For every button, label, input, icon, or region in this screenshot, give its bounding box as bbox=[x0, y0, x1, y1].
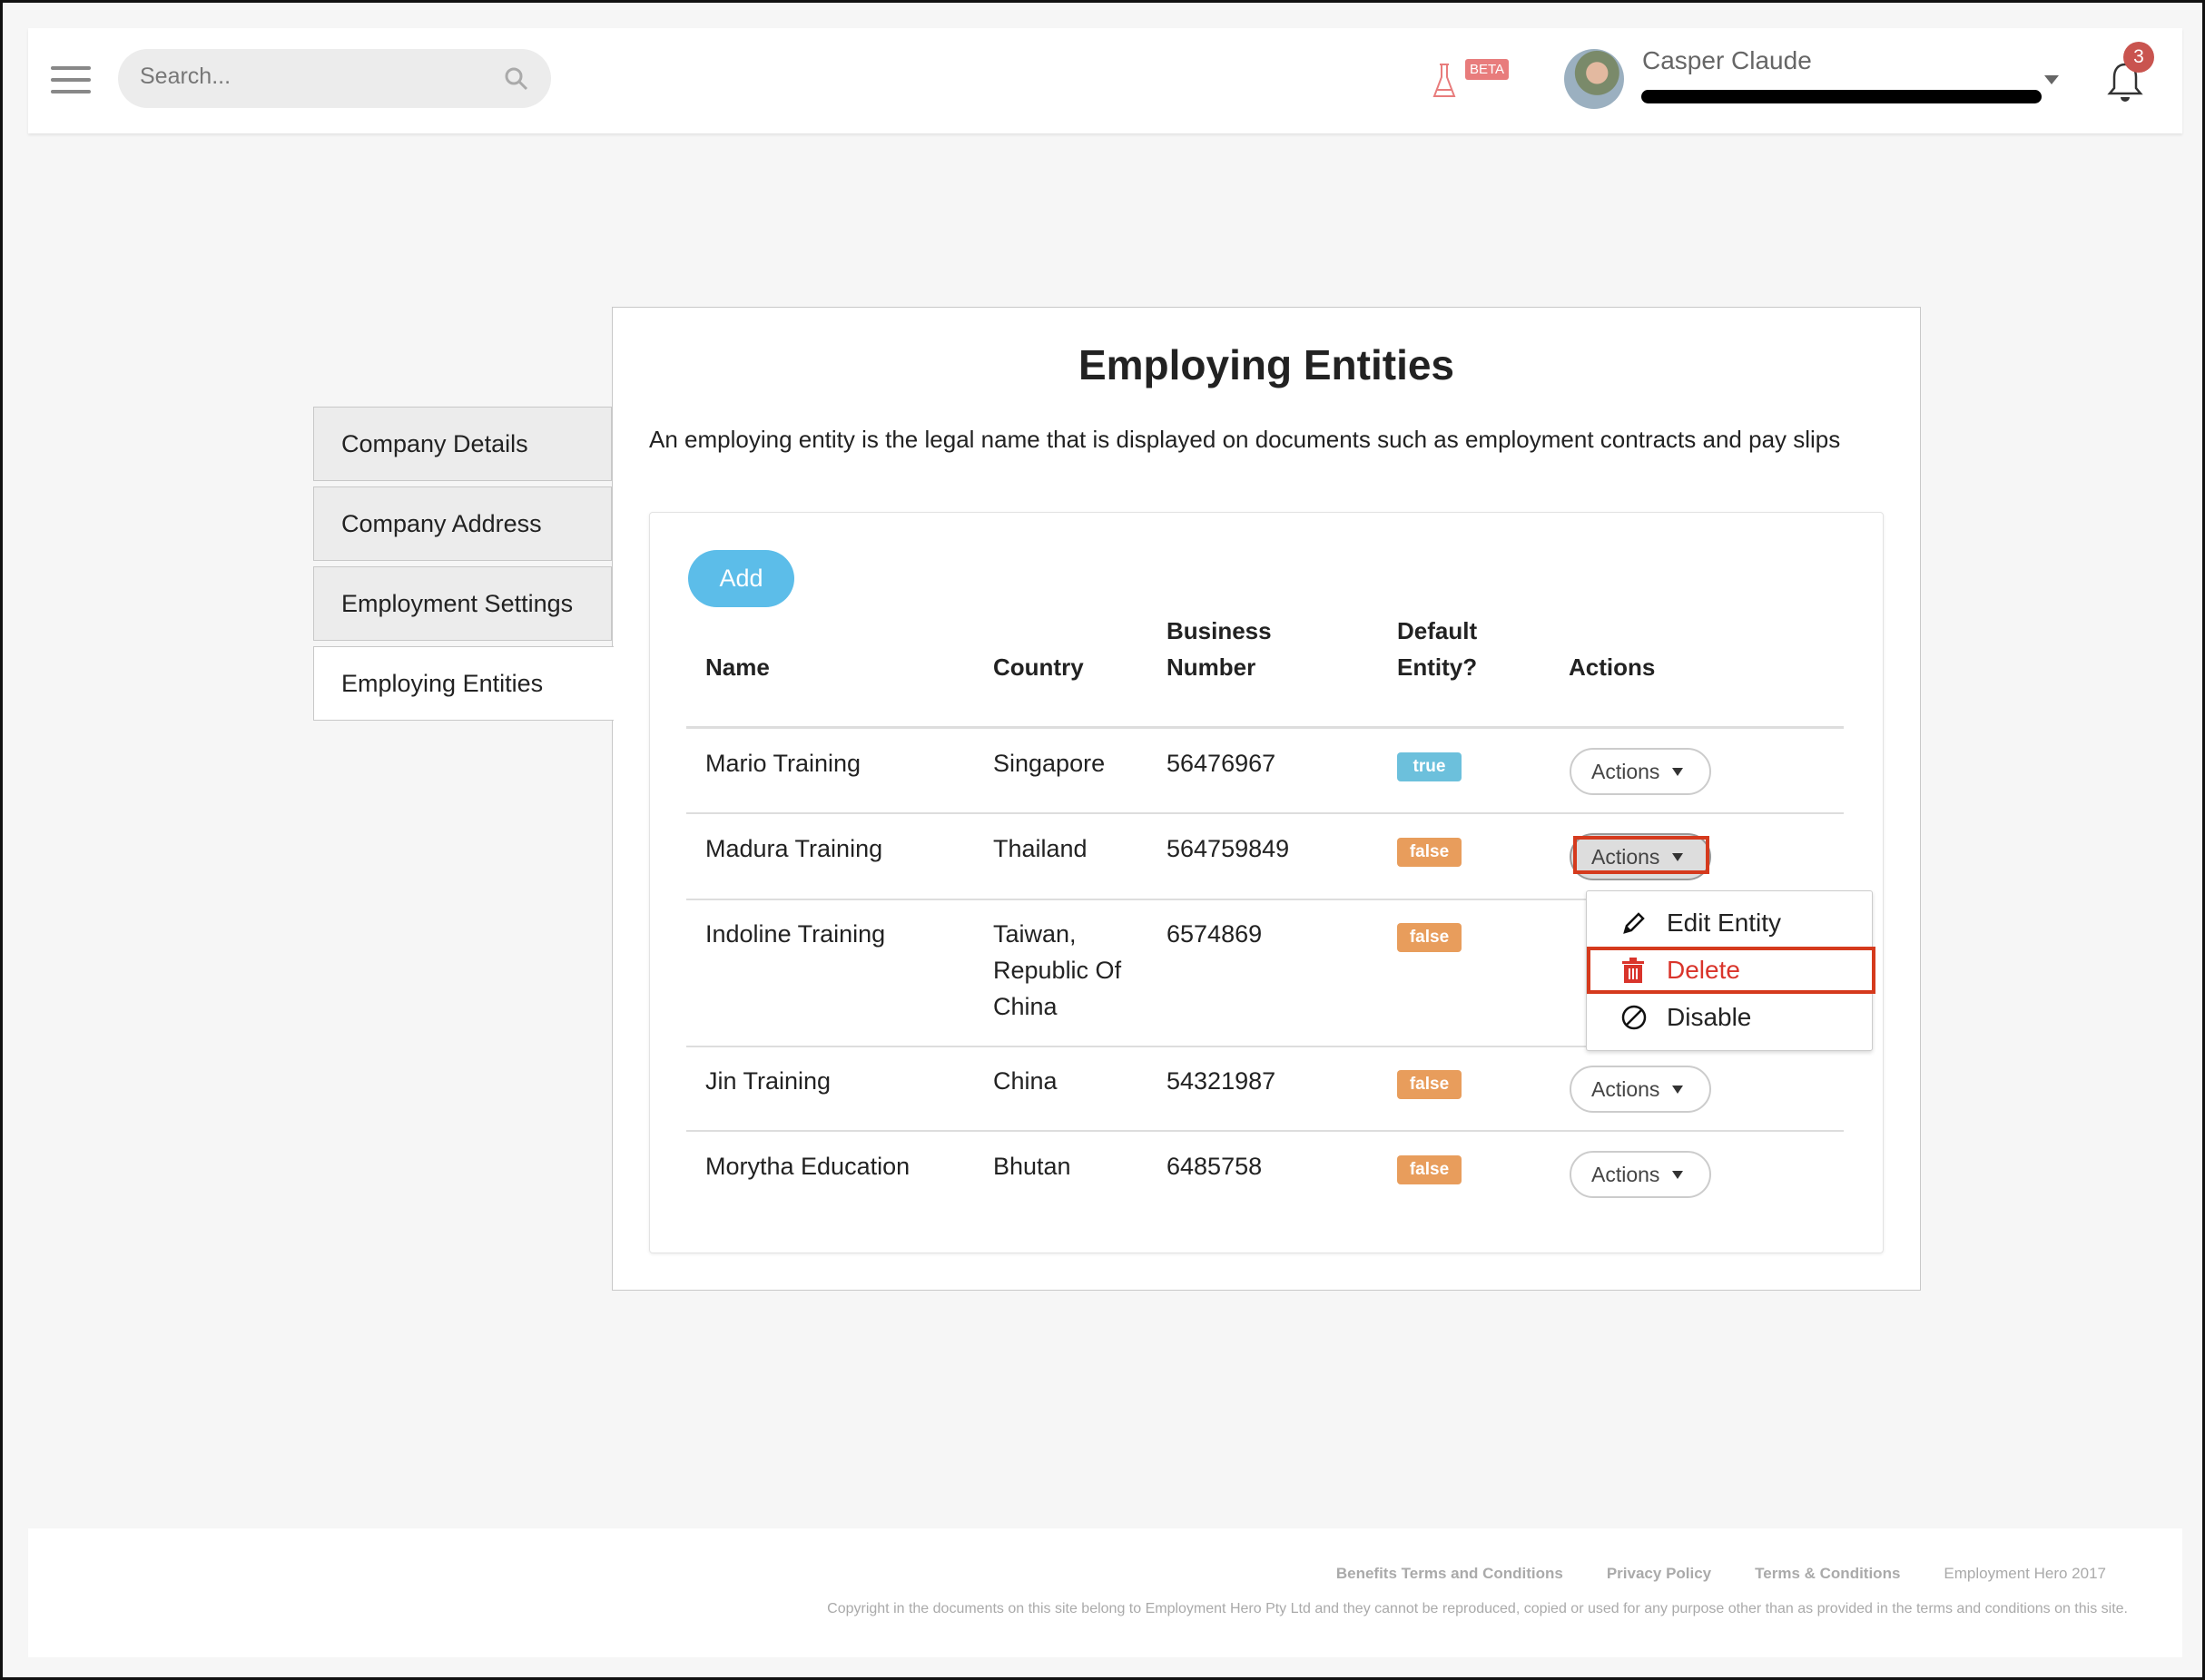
footer-copyright: Copyright in the documents on this site … bbox=[827, 1601, 2128, 1616]
sidebar-item-company-address[interactable]: Company Address bbox=[313, 486, 612, 561]
row-country: Bhutan bbox=[993, 1153, 1071, 1180]
footer-link-benefits-terms[interactable]: Benefits Terms and Conditions bbox=[1335, 1565, 1563, 1582]
actions-label: Actions bbox=[1591, 760, 1660, 783]
pencil-icon bbox=[1623, 912, 1645, 934]
page-title: Employing Entities bbox=[1078, 341, 1455, 388]
highlight-delete-item bbox=[1587, 947, 1875, 994]
row-country: Taiwan, Republic Of China bbox=[993, 920, 1122, 1020]
redacted-email bbox=[1641, 90, 2042, 103]
row-divider bbox=[686, 1046, 1844, 1047]
footer: Benefits Terms and Conditions Privacy Po… bbox=[28, 1528, 2182, 1657]
row-name: Mario Training bbox=[705, 750, 861, 777]
add-button[interactable]: Add bbox=[688, 550, 794, 607]
user-menu-caret-icon[interactable] bbox=[2044, 75, 2059, 84]
row-name: Indoline Training bbox=[705, 920, 886, 948]
flask-icon[interactable] bbox=[1432, 63, 1457, 99]
beta-badge: BETA bbox=[1465, 59, 1510, 80]
row-name: Jin Training bbox=[705, 1067, 832, 1095]
sidebar-item-employment-settings[interactable]: Employment Settings bbox=[313, 566, 612, 641]
row-country: Thailand bbox=[993, 835, 1088, 862]
sidebar-item-company-details[interactable]: Company Details bbox=[313, 407, 612, 481]
actions-label: Actions bbox=[1591, 1163, 1660, 1186]
caret-down-icon bbox=[1672, 768, 1684, 776]
default-badge-false: false bbox=[1397, 923, 1462, 952]
employing-entities-card: Employing Entities An employing entity i… bbox=[612, 307, 1921, 1291]
default-badge-false: false bbox=[1397, 1070, 1462, 1099]
actions-label: Actions bbox=[1591, 845, 1660, 869]
caret-down-icon bbox=[1672, 1171, 1684, 1179]
footer-link-privacy-policy[interactable]: Privacy Policy bbox=[1606, 1565, 1712, 1582]
default-badge-false: false bbox=[1397, 838, 1462, 867]
row-name: Madura Training bbox=[705, 835, 883, 862]
ban-icon bbox=[1621, 1005, 1647, 1030]
menu-item-label: Edit Entity bbox=[1667, 909, 1782, 937]
menu-item-label: Disable bbox=[1667, 1003, 1752, 1031]
row-divider bbox=[686, 1130, 1844, 1132]
search-input[interactable] bbox=[140, 64, 485, 90]
row-country: Singapore bbox=[993, 750, 1106, 777]
column-header-actions: Actions bbox=[1569, 653, 1656, 681]
column-header-default-entity: Default Entity? bbox=[1397, 617, 1478, 681]
row-divider bbox=[686, 812, 1844, 814]
caret-down-icon bbox=[1672, 853, 1684, 861]
sidebar-item-employing-entities[interactable]: Employing Entities bbox=[313, 646, 614, 721]
header-divider bbox=[686, 726, 1844, 729]
column-header-country: Country bbox=[993, 653, 1084, 681]
entities-panel: Add Name Country Business Number Default… bbox=[649, 512, 1884, 1253]
footer-link-terms-conditions[interactable]: Terms & Conditions bbox=[1755, 1565, 1901, 1582]
row-name: Morytha Education bbox=[705, 1153, 911, 1180]
search-box[interactable] bbox=[118, 49, 551, 108]
search-icon[interactable] bbox=[504, 66, 529, 92]
column-header-name: Name bbox=[705, 653, 770, 681]
row-business-number: 6574869 bbox=[1166, 920, 1263, 948]
row-business-number: 56476967 bbox=[1166, 750, 1276, 777]
caret-down-icon bbox=[1672, 1086, 1684, 1094]
actions-button[interactable]: Actions bbox=[1570, 1066, 1711, 1113]
default-badge-true: true bbox=[1397, 752, 1462, 781]
avatar[interactable] bbox=[1564, 49, 1624, 109]
row-business-number: 6485758 bbox=[1166, 1153, 1263, 1180]
row-country: China bbox=[993, 1067, 1058, 1095]
actions-label: Actions bbox=[1591, 1077, 1660, 1101]
menu-item-label: Delete bbox=[1667, 956, 1740, 984]
hamburger-menu-icon[interactable] bbox=[51, 66, 91, 102]
trash-icon bbox=[1622, 958, 1644, 983]
top-header: BETA Casper Claude 3 bbox=[28, 28, 2182, 133]
row-divider bbox=[686, 899, 1844, 900]
menu-item-disable[interactable]: Disable bbox=[1587, 994, 1872, 1041]
user-name[interactable]: Casper Claude bbox=[1642, 46, 1812, 74]
menu-item-delete[interactable]: Delete bbox=[1587, 947, 1872, 994]
row-business-number: 54321987 bbox=[1166, 1067, 1276, 1095]
default-badge-false: false bbox=[1397, 1155, 1462, 1184]
page-description: An employing entity is the legal name th… bbox=[649, 426, 1841, 453]
column-header-business-number: Business Number bbox=[1166, 617, 1272, 681]
footer-brand: Employment Hero 2017 bbox=[1944, 1565, 2106, 1582]
row-business-number: 564759849 bbox=[1166, 835, 1290, 862]
menu-item-edit-entity[interactable]: Edit Entity bbox=[1587, 899, 1872, 947]
highlight-actions-button bbox=[1573, 836, 1709, 874]
actions-dropdown-menu: Edit Entity Delete Disable bbox=[1586, 890, 1875, 1051]
actions-button[interactable]: Actions bbox=[1570, 1151, 1711, 1198]
actions-button[interactable]: Actions bbox=[1570, 748, 1711, 795]
notification-count-badge: 3 bbox=[2123, 42, 2154, 73]
